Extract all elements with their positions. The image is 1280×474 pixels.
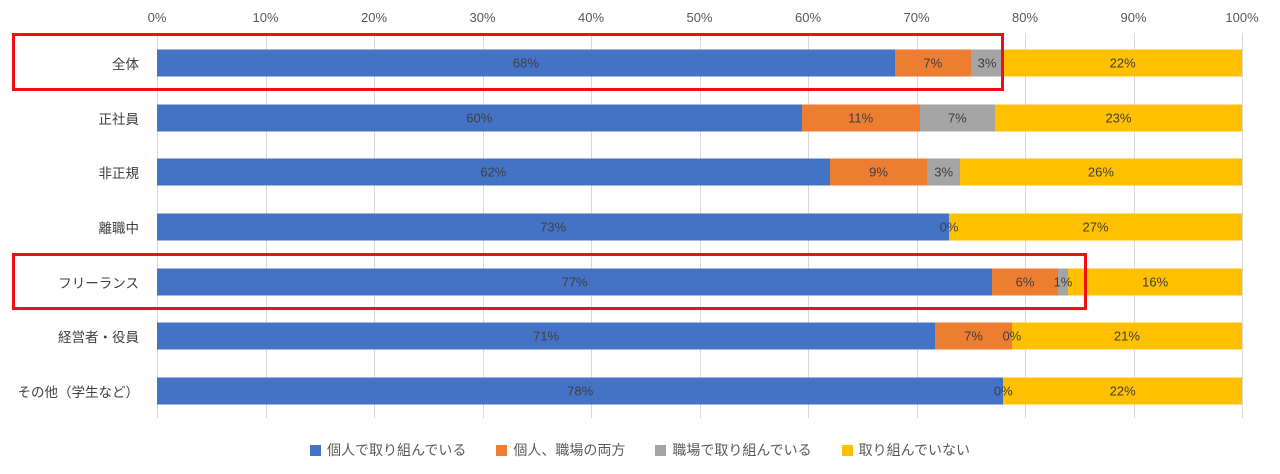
chart-row: 正社員 60% 11% 7% 23% (0, 91, 1280, 146)
chart-row: 離職中 73% 0% 27% (0, 200, 1280, 255)
x-axis-tick-label: 100% (1225, 10, 1259, 25)
legend-label: 取り組んでいない (858, 442, 970, 458)
bar-segment[interactable] (1003, 49, 1242, 77)
data-label: 7% (947, 110, 967, 126)
legend-swatch-icon (841, 444, 853, 456)
legend-item[interactable]: 職場で取り組んでいる (655, 440, 812, 460)
x-axis-tick-label: 90% (1120, 10, 1147, 25)
stacked-bar: 73% 0% 27% (157, 213, 1242, 241)
data-label: 11% (848, 110, 874, 126)
bar-segment[interactable] (829, 158, 928, 186)
bar-segment[interactable] (970, 49, 1004, 77)
bar-segment[interactable] (157, 158, 830, 186)
bar-segment[interactable] (919, 104, 995, 132)
data-label: 60% (466, 110, 493, 126)
stacked-bar: 68% 7% 3% 22% (157, 49, 1242, 77)
category-label: 全体 (112, 57, 139, 73)
legend-swatch-icon (496, 444, 508, 456)
stacked-bar: 77% 6% 1% 16% (157, 268, 1242, 296)
stacked-bar: 71% 7% 0% 21% (157, 322, 1242, 350)
x-axis-tick-label: 10% (252, 10, 279, 25)
data-label: 77% (561, 274, 588, 290)
bar-segment[interactable] (157, 49, 895, 77)
data-label: 23% (1105, 110, 1132, 126)
bar-segment[interactable] (1068, 268, 1242, 296)
bar-segment[interactable] (994, 104, 1242, 132)
legend-swatch-icon (655, 444, 667, 456)
data-label: 26% (1087, 164, 1114, 180)
highlight-box-フリーランス (12, 253, 1087, 310)
bar-segment[interactable] (927, 158, 960, 186)
data-label: 71% (533, 328, 560, 344)
x-axis-tick-label: 20% (360, 10, 388, 25)
bar-segment[interactable] (894, 49, 971, 77)
chart-rows: 全体 68% 7% 3% 22% 正社員 60% 11% 7% 23% 非正規 62% 9% 3% 26% 離… (0, 36, 1280, 418)
gridline (1242, 33, 1243, 418)
data-label: 21% (1113, 328, 1140, 344)
data-label: 0% (993, 383, 1013, 399)
stacked-bar: 78% 0% 22% (157, 377, 1242, 405)
bar-segment[interactable] (1057, 268, 1069, 296)
bar-segment[interactable] (992, 268, 1058, 296)
legend-item[interactable]: 取り組んでいない (841, 440, 970, 460)
stacked-bar: 62% 9% 3% 26% (157, 158, 1242, 186)
data-label: 7% (964, 328, 983, 344)
chart-row: 経営者・役員 71% 7% 0% 21% (0, 309, 1280, 364)
bar-segment[interactable] (1003, 377, 1242, 405)
bar-segment[interactable] (935, 322, 1012, 350)
data-label: 7% (923, 55, 943, 71)
bar-segment[interactable] (157, 377, 1004, 405)
data-label: 73% (540, 219, 567, 235)
x-axis-tick-label: 80% (1011, 10, 1039, 25)
legend-label: 個人で取り組んでいる (327, 442, 467, 458)
chart-row: フリーランス 77% 6% 1% 16% (0, 254, 1280, 309)
bar-segment[interactable] (801, 104, 920, 132)
bar-segment[interactable] (959, 158, 1242, 186)
data-label: 6% (1015, 274, 1035, 290)
stacked-bar: 60% 11% 7% 23% (157, 104, 1242, 132)
legend-label: 個人、職場の両方 (513, 442, 626, 458)
bar-segment[interactable] (157, 213, 950, 241)
data-label: 16% (1142, 274, 1169, 290)
data-label: 27% (1082, 219, 1109, 235)
data-label: 22% (1109, 383, 1136, 399)
chart-row: 全体 68% 7% 3% 22% (0, 36, 1280, 91)
category-label: 正社員 (98, 111, 140, 127)
bar-segment[interactable] (157, 322, 936, 350)
x-axis-tick-label: 0% (147, 10, 167, 25)
bar-segment[interactable] (1011, 322, 1242, 350)
data-label: 3% (934, 164, 954, 180)
highlight-box-全体 (12, 33, 1004, 91)
data-label: 0% (1002, 328, 1022, 344)
bar-segment[interactable] (949, 213, 1242, 241)
category-label: 非正規 (98, 166, 140, 182)
data-label: 78% (567, 383, 594, 399)
x-axis-tick-label: 50% (686, 10, 713, 25)
chart-legend: 個人で取り組んでいる 個人、職場の両方 職場で取り組んでいる 取り組んでいない (0, 437, 1280, 463)
legend-item[interactable]: 個人で取り組んでいる (310, 440, 466, 460)
chart-row: 非正規 62% 9% 3% 26% (0, 145, 1280, 200)
x-axis-tick-label: 70% (903, 10, 930, 25)
x-axis-tick-label: 30% (469, 10, 496, 25)
legend-label: 職場で取り組んでいる (672, 442, 812, 458)
legend-swatch-icon (310, 444, 322, 456)
data-label: 62% (480, 164, 507, 180)
chart-row: その他（学生など） 78% 0% 22% (0, 363, 1280, 418)
category-label: その他（学生など） (17, 384, 140, 400)
data-label: 22% (1109, 55, 1136, 71)
x-axis-tick-label: 60% (794, 10, 822, 25)
data-label: 3% (977, 55, 997, 71)
category-label: フリーランス (58, 275, 139, 291)
data-label: 0% (939, 219, 959, 235)
data-label: 1% (1053, 274, 1073, 290)
category-label: 経営者・役員 (58, 330, 139, 346)
data-label: 9% (869, 164, 888, 180)
bar-segment[interactable] (157, 104, 802, 132)
bar-segment[interactable] (157, 268, 993, 296)
legend-item[interactable]: 個人、職場の両方 (496, 440, 625, 460)
data-label: 68% (512, 55, 539, 71)
category-label: 離職中 (98, 221, 140, 237)
x-axis-tick-label: 40% (577, 10, 605, 25)
